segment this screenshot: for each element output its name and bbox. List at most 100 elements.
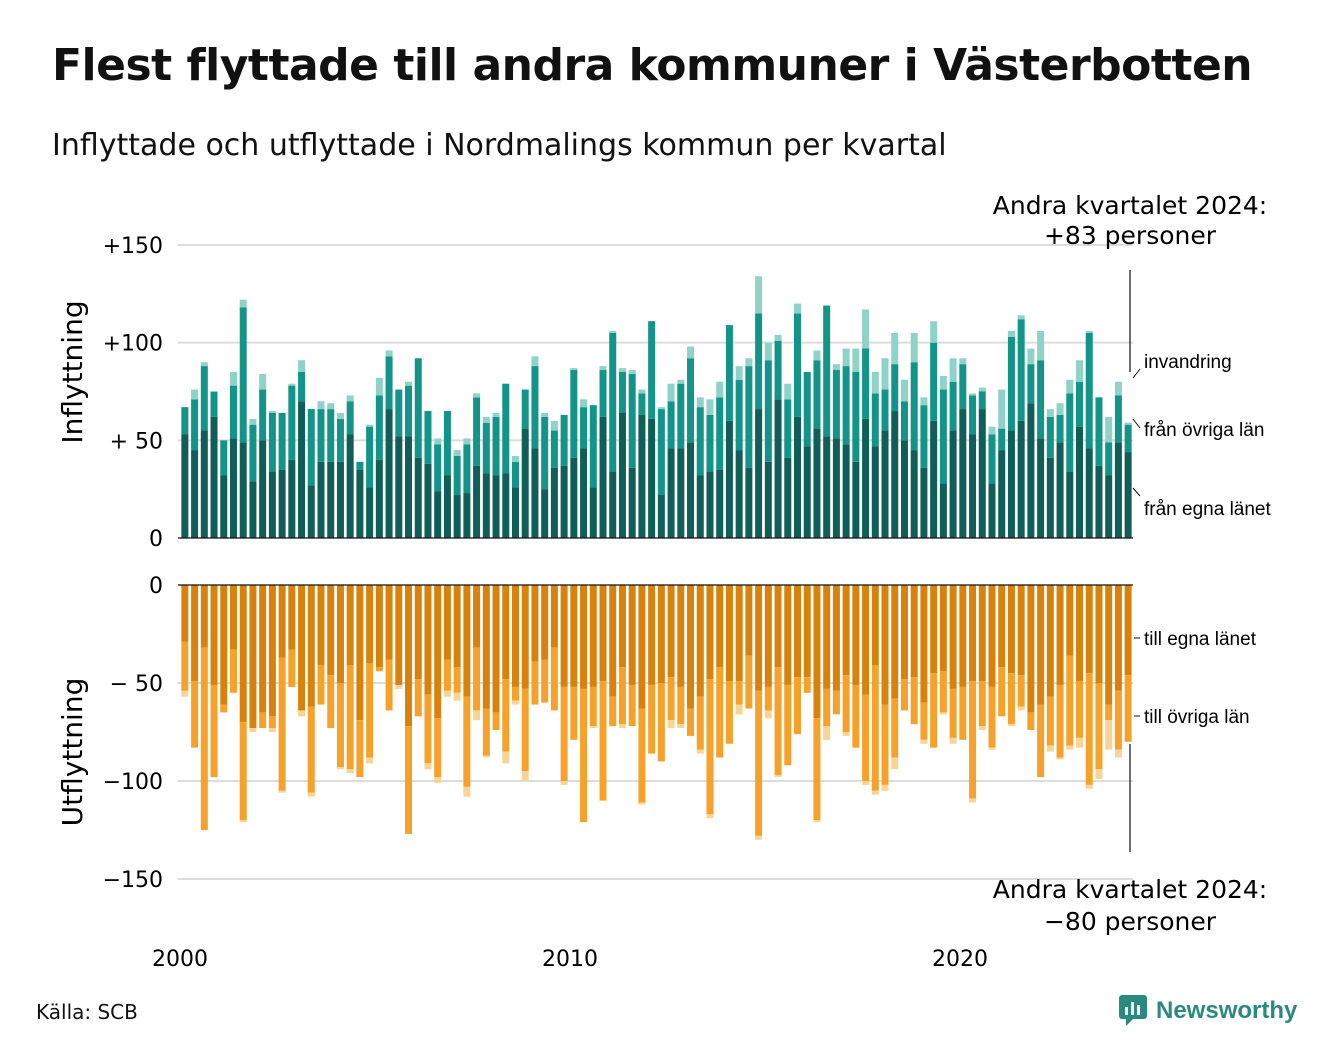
bar-segment — [298, 585, 306, 711]
bar-segment — [414, 585, 422, 680]
bar-segment — [1114, 749, 1122, 758]
bar-segment — [891, 411, 899, 538]
bar-segment — [842, 732, 850, 736]
bar-segment — [1046, 457, 1054, 538]
bar-segment — [511, 487, 519, 538]
bar-segment — [580, 448, 588, 538]
bar-segment — [511, 686, 519, 701]
bar-segment — [336, 412, 344, 419]
bar-segment — [443, 585, 451, 660]
bar-segment — [1114, 585, 1122, 691]
bar-segment — [998, 585, 1006, 668]
bar-segment — [969, 585, 977, 682]
bar-segment — [599, 370, 607, 417]
bar-segment — [443, 475, 451, 538]
bar-segment — [181, 407, 189, 435]
bar-segment — [288, 385, 296, 460]
bar-segment — [560, 585, 568, 687]
bar-segment — [978, 409, 986, 538]
bar-segment — [628, 684, 636, 727]
bar-segment — [210, 391, 218, 417]
bar-segment — [249, 728, 257, 732]
bar-segment — [492, 712, 500, 731]
bar-segment — [1076, 585, 1084, 682]
bar-segment — [414, 457, 422, 538]
bar-segment — [405, 726, 413, 834]
bar-segment — [794, 313, 801, 417]
annotation-bottom-line2: −80 personer — [1044, 907, 1217, 936]
bar-segment — [521, 428, 529, 538]
bar-segment — [443, 411, 451, 476]
bar-segment — [774, 585, 782, 668]
bar-segment — [794, 303, 801, 314]
bar-segment — [424, 411, 432, 464]
bar-segment — [541, 412, 549, 417]
bar-segment — [268, 716, 276, 729]
legend-leader-invandring — [1132, 368, 1141, 379]
y-tick-label: 0 — [149, 574, 163, 599]
bar-segment — [784, 585, 792, 685]
bar-segment — [570, 370, 578, 458]
bar-segment — [988, 426, 996, 435]
bar-segment — [492, 412, 500, 417]
bar-segment — [346, 395, 354, 402]
bar-segment — [696, 696, 704, 750]
bar-segment — [648, 418, 656, 538]
bar-segment — [1007, 585, 1015, 674]
bar-segment — [599, 585, 607, 682]
bar-segment — [259, 389, 267, 441]
x-tick-label: 2020 — [932, 947, 988, 972]
bar-segment — [939, 375, 947, 390]
bar-segment — [375, 667, 383, 672]
bar-segment — [677, 585, 685, 687]
bar-segment — [589, 405, 597, 488]
bar-segment — [745, 585, 753, 656]
bar-segment — [531, 585, 539, 662]
bar-segment — [764, 686, 772, 711]
bar-segment — [687, 442, 695, 538]
bar-segment — [667, 401, 675, 449]
bar-segment — [278, 657, 286, 791]
bar-segment — [949, 688, 957, 738]
bar-segment — [949, 358, 957, 382]
bar-segment — [1114, 690, 1122, 750]
bar-segment — [716, 667, 724, 758]
bar-segment — [794, 677, 801, 734]
bar-segment — [774, 334, 782, 341]
bar-segment — [1066, 393, 1074, 472]
bar-segment — [900, 585, 908, 680]
bar-segment — [969, 393, 977, 396]
bar-segment — [920, 397, 928, 406]
bar-segment — [385, 659, 393, 711]
bar-segment — [803, 446, 811, 538]
bar-segment — [268, 412, 276, 472]
bar-segment — [755, 409, 763, 538]
bar-segment — [930, 673, 938, 748]
bar-segment — [268, 585, 276, 717]
bar-segment — [648, 585, 656, 685]
legend-label-to-ovriga: till övriga län — [1144, 707, 1250, 728]
y-tick-label: − 50 — [110, 672, 163, 697]
bar-segment — [677, 383, 685, 449]
bar-segment — [200, 430, 208, 538]
bar-segment — [307, 485, 315, 538]
bar-segment — [764, 585, 772, 687]
bar-segment — [1037, 360, 1045, 439]
bar-segment — [735, 379, 743, 451]
bar-segment — [580, 407, 588, 449]
bar-segment — [1017, 315, 1025, 320]
bar-segment — [1007, 673, 1015, 725]
bar-segment — [920, 585, 928, 703]
bar-segment — [278, 412, 286, 470]
bar-segment — [288, 383, 296, 386]
bar-segment — [560, 414, 568, 466]
bar-segment — [531, 356, 539, 367]
bar-segment — [969, 681, 977, 799]
bar-segment — [181, 690, 189, 697]
bar-segment — [511, 455, 519, 462]
legend-leader-from-ovriga — [1132, 418, 1141, 429]
bar-segment — [774, 340, 782, 400]
bar-segment — [794, 416, 801, 538]
bar-segment — [599, 416, 607, 538]
bar-segment — [181, 585, 189, 642]
